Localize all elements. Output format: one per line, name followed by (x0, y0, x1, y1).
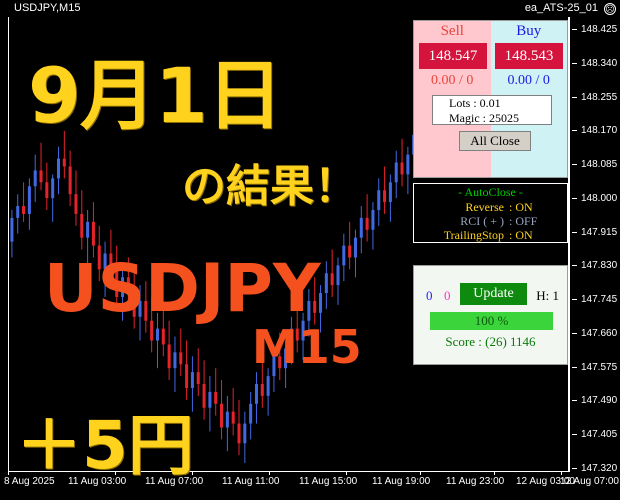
counter-blue: 0 (426, 288, 433, 303)
rci-value: : OFF (509, 214, 538, 228)
all-close-button[interactable]: All Close (459, 131, 531, 151)
time-tick-label: 11 Aug 11:00 (222, 476, 280, 487)
update-button[interactable]: Update (460, 283, 527, 305)
price-tick-label: 147.660 (581, 327, 618, 339)
ea-name-label: ea_ATS-25_01 (524, 2, 598, 14)
time-tick (494, 472, 495, 475)
time-tick (420, 472, 421, 475)
sell-profit-label: 0.00 / 0 (431, 73, 474, 88)
price-tick (572, 231, 577, 233)
chart-symbol-label: USDJPY,M15 (14, 2, 81, 14)
price-tick-label: 147.575 (581, 361, 618, 373)
window-titlebar: USDJPY,M15 ea_ATS-25_01 ☹ (0, 0, 620, 17)
autoclose-row-trailingstop[interactable]: TrailingStop : ON (414, 228, 567, 242)
time-tick (561, 472, 562, 475)
time-axis[interactable]: 8 Aug 2025 11 Aug 03:00 11 Aug 07:00 11 Aug… (0, 472, 620, 500)
rci-key: RCI ( + ) (460, 214, 504, 228)
panel-content: Sell Buy 148.547 148.543 0.00 / 0 0.00 /… (414, 21, 567, 177)
price-tick (572, 130, 577, 132)
time-tick-label: 11 Aug 03:00 (68, 476, 127, 487)
update-score-panel: 0 0 Update H: 1 100 % Score : (26) 1146 (413, 265, 568, 365)
price-tick (572, 299, 577, 301)
price-tick-label: 148.085 (581, 159, 618, 171)
time-tick-label: 12 Aug 07:00 (560, 476, 619, 487)
buy-header-label: Buy (516, 23, 542, 39)
sell-header-label: Sell (440, 23, 464, 39)
lots-label: Lots : 0.01 (449, 96, 501, 110)
time-tick-label: 11 Aug 23:00 (446, 476, 505, 487)
buy-price-button[interactable]: 148.543 (495, 43, 563, 69)
reverse-value: : ON (509, 200, 533, 214)
price-tick-label: 147.405 (581, 429, 618, 441)
trailingstop-value: : ON (509, 228, 533, 242)
buy-profit-label: 0.00 / 0 (507, 73, 550, 88)
price-tick-label: 148.425 (581, 24, 618, 35)
counter-pink: 0 (444, 288, 451, 303)
price-tick-label: 147.320 (581, 463, 618, 474)
time-tick (115, 472, 116, 475)
price-tick-label: 148.170 (581, 125, 618, 137)
price-tick (572, 265, 577, 267)
reverse-key: Reverse (465, 200, 504, 214)
price-tick-label: 147.490 (581, 395, 618, 407)
time-tick-label: 11 Aug 15:00 (299, 476, 358, 487)
price-tick-label: 148.000 (581, 192, 618, 204)
price-tick (572, 29, 577, 30)
price-tick (572, 366, 577, 368)
price-tick (572, 62, 577, 64)
time-tick (346, 472, 347, 475)
h-count-label: H: 1 (536, 288, 559, 303)
time-tick-label: 12 Aug 03:00 (516, 476, 575, 487)
time-tick (269, 472, 270, 475)
time-tick-label: 11 Aug 07:00 (145, 476, 204, 487)
time-tick (192, 472, 193, 475)
magic-label: Magic : 25025 (449, 111, 519, 125)
autoclose-row-rci[interactable]: RCI ( + ) : OFF (414, 214, 567, 228)
price-tick (572, 164, 577, 166)
score-label: Score : (26) 1146 (445, 334, 536, 349)
autoclose-row-reverse[interactable]: Reverse : ON (414, 200, 567, 214)
time-tick-label: 8 Aug 2025 (4, 476, 55, 487)
ea-status-face-icon[interactable]: ☹ (604, 3, 616, 15)
price-tick-label: 147.745 (581, 294, 618, 306)
price-tick (572, 332, 577, 334)
price-axis[interactable]: 148.425 148.340 148.255 148.170 148.085 148.0… (570, 17, 620, 474)
autoclose-box: - AutoClose - Reverse : ON RCI ( + ) : O… (413, 183, 568, 243)
price-tick-label: 148.255 (581, 91, 618, 103)
time-tick (8, 472, 9, 475)
price-tick-label: 147.830 (581, 260, 618, 272)
price-tick-label: 147.915 (581, 226, 618, 238)
price-tick (572, 197, 577, 199)
ea-trade-panel: Sell Buy 148.547 148.543 0.00 / 0 0.00 /… (413, 20, 568, 178)
price-tick (572, 400, 577, 402)
price-tick (572, 96, 577, 98)
progress-bar: 100 % (430, 312, 553, 330)
lots-magic-box: Lots : 0.01 Magic : 25025 (432, 95, 552, 125)
time-tick-label: 11 Aug 19:00 (372, 476, 431, 487)
trailingstop-key: TrailingStop (443, 228, 504, 242)
price-tick (572, 468, 577, 469)
sell-price-button[interactable]: 148.547 (419, 43, 487, 69)
autoclose-title: - AutoClose - (458, 185, 523, 199)
price-tick (572, 434, 577, 436)
price-axis-line (569, 17, 570, 472)
price-tick-label: 148.340 (581, 57, 618, 69)
